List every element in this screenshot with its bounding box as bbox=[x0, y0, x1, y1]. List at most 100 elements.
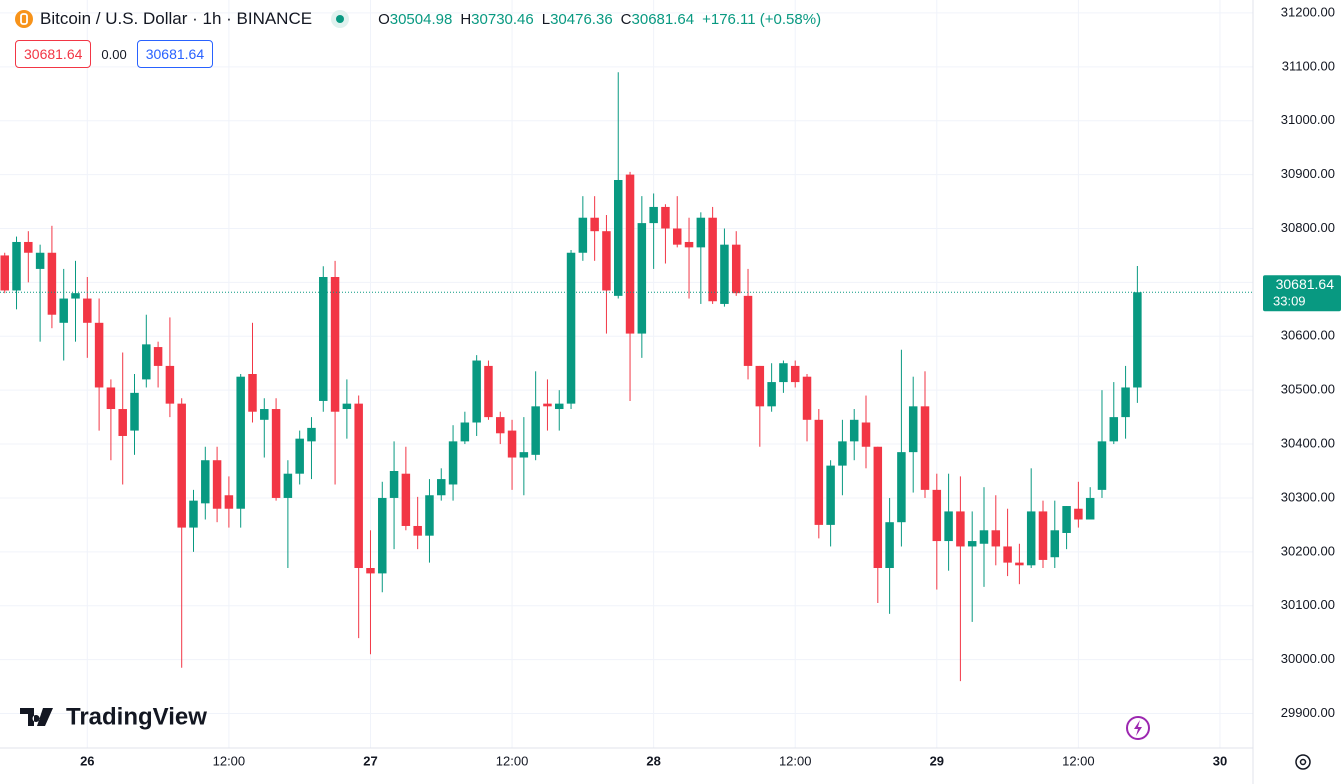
candle-body bbox=[71, 293, 80, 299]
candle-body bbox=[295, 438, 304, 474]
candle-body bbox=[24, 241, 33, 253]
x-tick-label: 26 bbox=[80, 753, 94, 768]
candle-body bbox=[165, 365, 175, 404]
candle-body bbox=[1015, 562, 1024, 566]
candle-body bbox=[555, 403, 564, 410]
candle-body bbox=[118, 409, 127, 436]
candle-body bbox=[826, 465, 835, 525]
candle-body bbox=[696, 217, 706, 248]
x-tick-label: 12:00 bbox=[1062, 753, 1095, 768]
price-tag bbox=[1263, 275, 1341, 312]
y-tick-label: 30200.00 bbox=[1281, 543, 1335, 558]
x-tick-label: 30 bbox=[1213, 753, 1227, 768]
logo: TradingView bbox=[20, 703, 207, 730]
candle-body bbox=[779, 363, 788, 383]
candle-body bbox=[1121, 387, 1130, 418]
candle-body bbox=[389, 471, 399, 498]
candle-body bbox=[661, 206, 670, 229]
candle-body bbox=[861, 422, 871, 447]
candle-body bbox=[967, 541, 977, 547]
candle-body bbox=[212, 460, 222, 509]
y-tick-label: 30300.00 bbox=[1281, 489, 1335, 504]
symbol[interactable]: Bitcoin / U.S. Dollar · 1h · BINANCE bbox=[40, 9, 313, 28]
y-tick-label: 31000.00 bbox=[1281, 112, 1335, 127]
candle-body bbox=[590, 217, 599, 232]
candle-body bbox=[1003, 546, 1012, 563]
x-tick-label: 28 bbox=[646, 753, 660, 768]
candle-body bbox=[979, 530, 989, 544]
candle-body bbox=[1038, 511, 1048, 560]
y-tick-label: 30400.00 bbox=[1281, 435, 1335, 450]
candle-body bbox=[59, 298, 68, 323]
candle-body bbox=[307, 427, 316, 442]
candle-body bbox=[413, 525, 422, 536]
candle-body bbox=[566, 252, 576, 404]
sell-button[interactable]: 30681.64 bbox=[15, 40, 92, 68]
y-tick-label: 30000.00 bbox=[1281, 651, 1335, 666]
candle-body bbox=[106, 387, 116, 410]
candle-body bbox=[849, 419, 859, 442]
candle-body bbox=[0, 255, 9, 291]
candle-body bbox=[236, 376, 245, 509]
candle-body bbox=[496, 417, 505, 434]
candle-body bbox=[790, 365, 800, 383]
btc-icon bbox=[15, 10, 33, 28]
ohlc-key: H bbox=[460, 10, 472, 28]
candle-body bbox=[908, 406, 918, 453]
candle-body bbox=[507, 430, 517, 458]
x-tick-label: 27 bbox=[363, 753, 377, 768]
ohlc-value: 30476.36 bbox=[550, 10, 613, 28]
candle-body bbox=[12, 241, 21, 291]
candle-body bbox=[130, 392, 139, 431]
candle-body bbox=[1109, 417, 1119, 442]
candle-body bbox=[531, 406, 540, 455]
candle-body bbox=[142, 344, 151, 380]
candle-body bbox=[366, 568, 375, 574]
y-tick-label: 30600.00 bbox=[1281, 328, 1335, 343]
candle-body bbox=[472, 360, 481, 423]
candle-body bbox=[802, 376, 812, 420]
ohlc-value: 30730.46 bbox=[471, 10, 534, 28]
logo-text: TradingView bbox=[66, 703, 207, 730]
candle-body bbox=[153, 347, 163, 366]
candle-body bbox=[944, 511, 953, 542]
ohlc-key: O bbox=[378, 10, 390, 28]
candle-body bbox=[743, 295, 753, 366]
candle-body bbox=[342, 403, 352, 410]
candle-body bbox=[425, 495, 434, 536]
x-tick-label: 12:00 bbox=[779, 753, 812, 768]
candle-body bbox=[1097, 441, 1107, 490]
countdown: 33:09 bbox=[1273, 294, 1306, 309]
candle-body bbox=[1026, 511, 1036, 566]
status-dot bbox=[331, 10, 350, 28]
candle-body bbox=[625, 174, 635, 334]
buy-button[interactable]: 30681.64 bbox=[136, 40, 214, 68]
candle-body bbox=[755, 365, 765, 407]
x-tick-label: 12:00 bbox=[213, 753, 246, 768]
candle-body bbox=[1133, 292, 1142, 388]
candle-body bbox=[330, 276, 340, 412]
candle-body bbox=[920, 406, 930, 490]
spread: 0.00 bbox=[101, 46, 127, 62]
candle-body bbox=[1074, 508, 1083, 520]
candle-body bbox=[684, 241, 694, 248]
logo-icon bbox=[20, 708, 53, 726]
candle-body bbox=[649, 206, 658, 224]
candle-body bbox=[602, 231, 611, 291]
candle-body bbox=[460, 422, 470, 442]
candle-body bbox=[35, 252, 45, 269]
candle-body bbox=[354, 403, 363, 569]
candle-body bbox=[519, 452, 529, 458]
ohlc-key: C bbox=[620, 10, 632, 28]
candle-body bbox=[672, 228, 682, 245]
candle-body bbox=[94, 322, 104, 388]
candle-body bbox=[401, 473, 411, 526]
settings-hub bbox=[1299, 758, 1307, 766]
candle-body bbox=[708, 217, 717, 302]
candle-body bbox=[437, 479, 446, 496]
candle-body bbox=[177, 403, 186, 528]
candle-body bbox=[248, 374, 257, 412]
